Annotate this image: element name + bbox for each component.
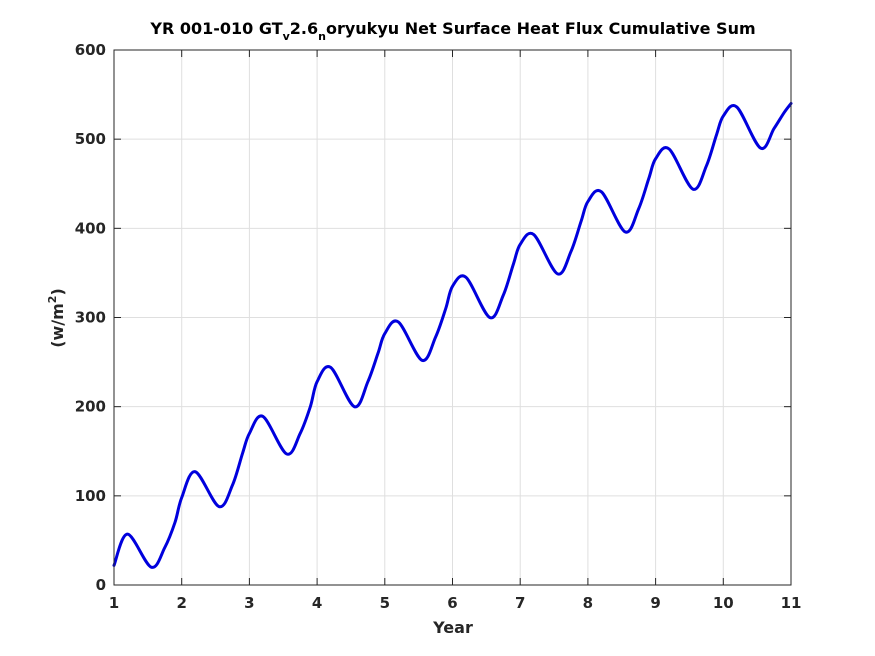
y-tick-label: 400 bbox=[75, 219, 106, 237]
x-tick-label: 2 bbox=[176, 594, 186, 612]
y-axis-label-close: ) bbox=[48, 288, 67, 295]
series-group bbox=[112, 102, 793, 569]
y-tick-label: 0 bbox=[96, 576, 106, 594]
y-tick-label: 300 bbox=[75, 309, 106, 327]
x-tick-label: 9 bbox=[650, 594, 660, 612]
x-tick-label: 7 bbox=[515, 594, 525, 612]
y-axis-label: (w/m2) bbox=[46, 288, 67, 348]
y-tick-label: 200 bbox=[75, 398, 106, 416]
y-tick-labels: 0 100 200 300 400 500 600 bbox=[75, 41, 106, 594]
y-tick-label: 500 bbox=[75, 130, 106, 148]
chart-title-part2: 2.6 bbox=[290, 19, 318, 38]
chart-title-sub2: n bbox=[318, 30, 326, 43]
y-tick-label: 100 bbox=[75, 487, 106, 505]
x-axis-label: Year bbox=[432, 618, 473, 637]
ticks bbox=[113, 49, 792, 586]
y-axis-label-base: (w/m bbox=[48, 303, 67, 348]
y-axis-label-sup: 2 bbox=[46, 296, 59, 304]
y-tick-label: 600 bbox=[75, 41, 106, 59]
x-tick-label: 4 bbox=[312, 594, 322, 612]
x-tick-label: 3 bbox=[244, 594, 254, 612]
x-tick-labels: 1 2 3 4 5 6 7 8 9 10 11 bbox=[109, 594, 802, 612]
chart-title-sub1: v bbox=[283, 30, 291, 43]
chart-title-part3: oryukyu Net Surface Heat Flux Cumulative… bbox=[326, 19, 756, 38]
x-tick-label: 1 bbox=[109, 594, 119, 612]
chart-title: YR 001-010 GTv2.6noryukyu Net Surface He… bbox=[149, 19, 755, 43]
x-tick-label: 5 bbox=[380, 594, 390, 612]
x-tick-label: 6 bbox=[447, 594, 457, 612]
x-tick-label: 10 bbox=[713, 594, 734, 612]
x-tick-label: 8 bbox=[583, 594, 593, 612]
chart-title-part1: YR 001-010 GT bbox=[149, 19, 282, 38]
x-tick-label: 11 bbox=[781, 594, 802, 612]
series-line bbox=[112, 102, 793, 569]
